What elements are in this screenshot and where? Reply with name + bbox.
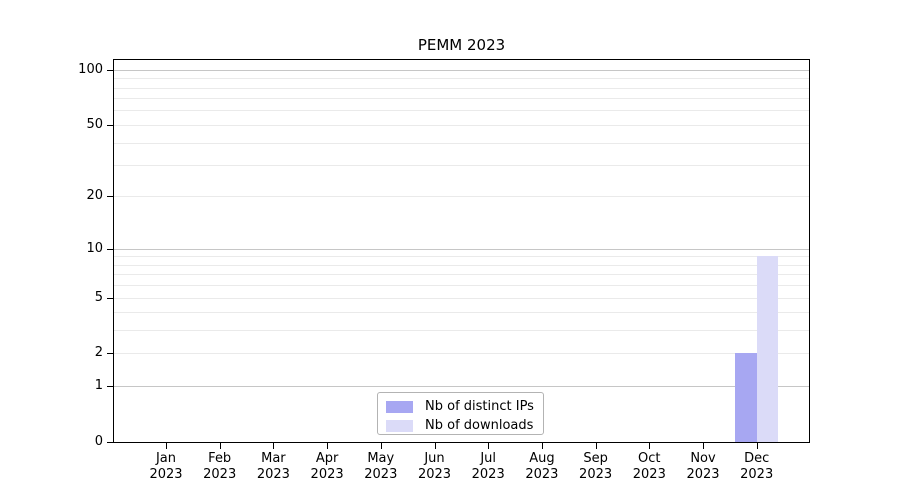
x-tick-label-line: 2023: [364, 467, 398, 482]
x-tick-label-line: 2023: [256, 467, 290, 482]
gridline-minor: [114, 124, 809, 126]
gridline-major: [114, 69, 809, 71]
gridline-minor: [114, 110, 809, 112]
y-tick-mark: [107, 248, 113, 250]
x-tick-mark: [273, 443, 275, 449]
legend: Nb of distinct IPs Nb of downloads: [377, 392, 544, 435]
x-tick-label-line: Apr: [315, 451, 339, 466]
x-tick-mark: [380, 443, 382, 449]
y-tick-mark: [107, 297, 113, 299]
gridline-minor: [114, 264, 809, 266]
bar-nb-of-distinct-ips: [735, 353, 757, 442]
gridline-minor: [114, 312, 809, 314]
y-tick-label: 100: [78, 61, 103, 77]
legend-row: Nb of distinct IPs: [386, 398, 543, 415]
x-tick-mark: [219, 443, 221, 449]
y-tick-label: 5: [94, 289, 103, 305]
gridline-major: [114, 248, 809, 250]
x-tick-label-line: Oct: [638, 451, 661, 466]
gridline-minor: [114, 297, 809, 299]
y-tick-label: 0: [94, 434, 103, 449]
x-tick-mark: [649, 443, 651, 449]
x-tick-label-line: 2023: [149, 467, 183, 482]
x-tick-label-line: Mar: [261, 451, 286, 466]
y-tick-label: 20: [86, 188, 103, 204]
gridline-minor: [114, 285, 809, 287]
x-tick-label-line: Feb: [208, 451, 232, 466]
x-tick-label: Feb 2023: [192, 451, 248, 483]
x-tick-label: Dec 2023: [729, 451, 785, 483]
gridline-minor: [114, 196, 809, 198]
x-tick-label-line: Aug: [529, 451, 555, 466]
x-tick-mark: [488, 443, 490, 449]
x-tick-label-line: Jun: [424, 451, 445, 466]
gridline-minor: [114, 274, 809, 276]
x-tick-label: Jun 2023: [407, 451, 463, 483]
y-tick-label: 1: [94, 378, 103, 394]
legend-label: Nb of downloads: [425, 418, 534, 433]
y-tick-label: 50: [86, 116, 103, 132]
x-tick-label-line: Dec: [744, 451, 770, 466]
legend-swatch-distinct-ips: [386, 400, 413, 413]
gridline-major: [114, 386, 809, 388]
y-tick-label: 2: [94, 345, 103, 361]
x-tick-mark: [327, 443, 329, 449]
gridline-minor: [114, 165, 809, 166]
x-tick-mark: [756, 443, 758, 449]
x-tick-mark: [595, 443, 597, 449]
x-tick-label: Aug 2023: [514, 451, 570, 483]
gridline-minor: [114, 353, 809, 355]
x-tick-label-line: Nov: [690, 451, 716, 466]
x-tick-label: Apr 2023: [299, 451, 355, 483]
x-tick-mark: [434, 443, 436, 449]
legend-row: Nb of downloads: [386, 417, 543, 434]
x-tick-label-line: May: [367, 451, 395, 466]
x-tick-label: Jan 2023: [138, 451, 194, 483]
bar-nb-of-downloads: [756, 256, 779, 442]
x-tick-label-line: Jul: [480, 451, 497, 466]
x-tick-label: Sep 2023: [568, 451, 624, 483]
x-tick-label: Jul 2023: [460, 451, 516, 483]
plot-area: [113, 59, 810, 443]
x-tick-label: May 2023: [353, 451, 409, 483]
y-tick-mark: [107, 196, 113, 198]
y-tick-mark: [107, 69, 113, 71]
x-tick-mark: [541, 443, 543, 449]
x-tick-label-line: 2023: [740, 467, 774, 482]
x-tick-label-line: 2023: [632, 467, 666, 482]
x-tick-mark: [703, 443, 704, 449]
x-tick-label: Oct 2023: [621, 451, 677, 483]
y-tick-mark: [107, 442, 113, 443]
x-tick-label-line: 2023: [579, 467, 613, 482]
x-tick-label-line: 2023: [203, 467, 237, 482]
legend-swatch-downloads: [386, 419, 413, 432]
gridline-minor: [114, 87, 809, 89]
x-tick-label-line: 2023: [310, 467, 344, 482]
x-tick-label-line: 2023: [471, 467, 505, 482]
x-tick-label-line: 2023: [417, 467, 452, 482]
gridline-minor: [114, 142, 809, 144]
gridline-minor: [114, 330, 809, 332]
x-tick-mark: [166, 443, 167, 449]
y-tick-label: 10: [86, 240, 103, 256]
legend-label: Nb of distinct IPs: [425, 399, 534, 414]
x-tick-label: Nov 2023: [675, 451, 731, 483]
y-tick-mark: [107, 386, 113, 388]
x-tick-label-line: 2023: [686, 467, 720, 482]
x-tick-label: Mar 2023: [245, 451, 301, 483]
gridline-minor: [114, 98, 809, 100]
x-tick-label-line: 2023: [525, 467, 559, 482]
y-tick-mark: [107, 353, 113, 355]
gridline-minor: [114, 78, 809, 80]
y-tick-mark: [107, 124, 113, 126]
chart-title: PEMM 2023: [417, 36, 506, 54]
x-tick-label-line: Sep: [583, 451, 608, 466]
gridline-minor: [114, 256, 809, 258]
x-tick-label-line: Jan: [155, 451, 177, 466]
